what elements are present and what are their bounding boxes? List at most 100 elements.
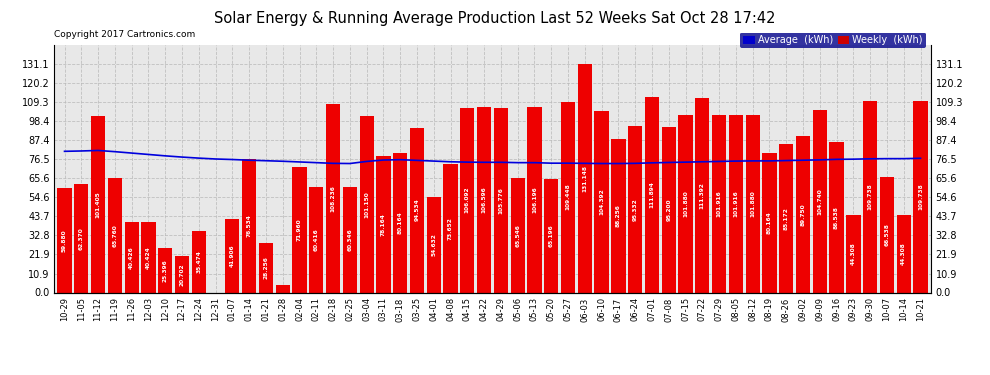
Text: 109.738: 109.738	[918, 183, 923, 210]
Text: 95.200: 95.200	[666, 198, 671, 221]
Bar	[846, 215, 860, 292]
Bar	[779, 144, 793, 292]
Text: 101.150: 101.150	[364, 191, 369, 218]
Text: 25.396: 25.396	[162, 259, 167, 282]
Bar	[661, 127, 676, 292]
Bar	[242, 159, 256, 292]
Text: 76.534: 76.534	[247, 214, 251, 237]
Text: 54.632: 54.632	[432, 234, 437, 256]
Bar	[762, 153, 776, 292]
Text: 80.164: 80.164	[767, 211, 772, 234]
Text: 104.392: 104.392	[599, 188, 604, 215]
Bar	[393, 153, 407, 292]
Bar	[343, 188, 357, 292]
Text: 88.256: 88.256	[616, 204, 621, 227]
Text: 104.740: 104.740	[818, 188, 823, 214]
Text: 40.426: 40.426	[129, 246, 135, 268]
Bar	[695, 98, 710, 292]
Text: 40.424: 40.424	[146, 246, 150, 268]
Bar	[678, 115, 693, 292]
Bar	[91, 116, 105, 292]
Bar	[813, 110, 827, 292]
Bar	[594, 111, 609, 292]
Bar	[528, 107, 542, 292]
Text: 95.332: 95.332	[633, 198, 638, 221]
Text: 101.880: 101.880	[683, 190, 688, 217]
Bar	[57, 188, 71, 292]
Bar	[628, 126, 643, 292]
Text: 108.236: 108.236	[331, 185, 336, 211]
Bar	[897, 215, 911, 292]
Bar	[142, 222, 155, 292]
Text: 109.448: 109.448	[565, 184, 570, 210]
Bar	[74, 184, 88, 292]
Text: 78.164: 78.164	[381, 213, 386, 236]
Bar	[427, 197, 441, 292]
Bar	[578, 64, 592, 292]
Bar	[125, 222, 139, 292]
Legend: Average  (kWh), Weekly  (kWh): Average (kWh), Weekly (kWh)	[741, 33, 926, 48]
Bar	[644, 98, 659, 292]
Text: 66.538: 66.538	[884, 223, 889, 246]
Text: 60.346: 60.346	[347, 228, 352, 251]
Bar	[326, 104, 341, 292]
Text: 59.880: 59.880	[62, 229, 67, 252]
Bar	[611, 139, 626, 292]
Text: 80.164: 80.164	[398, 211, 403, 234]
Text: 106.092: 106.092	[465, 187, 470, 213]
Bar	[796, 136, 810, 292]
Text: 85.172: 85.172	[784, 207, 789, 230]
Text: 105.776: 105.776	[498, 187, 504, 214]
Text: 106.596: 106.596	[481, 186, 487, 213]
Text: 101.916: 101.916	[717, 190, 722, 217]
Bar	[880, 177, 894, 292]
Text: 101.916: 101.916	[734, 190, 739, 217]
Text: 86.538: 86.538	[835, 206, 840, 228]
Bar	[410, 128, 424, 292]
Text: 60.416: 60.416	[314, 228, 319, 251]
Bar	[359, 116, 374, 292]
Bar	[175, 256, 189, 292]
Text: 65.546: 65.546	[515, 224, 520, 247]
Text: 94.534: 94.534	[415, 199, 420, 222]
Bar	[863, 101, 877, 292]
Bar	[376, 156, 391, 292]
Text: 35.474: 35.474	[196, 250, 201, 273]
Bar	[511, 178, 525, 292]
Text: 131.148: 131.148	[582, 165, 587, 192]
Bar	[158, 248, 172, 292]
Text: Solar Energy & Running Average Production Last 52 Weeks Sat Oct 28 17:42: Solar Energy & Running Average Productio…	[214, 11, 776, 26]
Text: 65.196: 65.196	[548, 224, 553, 247]
Text: 41.906: 41.906	[230, 244, 235, 267]
Bar	[444, 164, 457, 292]
Text: 73.652: 73.652	[448, 217, 453, 240]
Bar	[561, 102, 575, 292]
Text: 65.760: 65.760	[113, 224, 118, 247]
Bar	[108, 178, 122, 292]
Text: 89.750: 89.750	[801, 203, 806, 226]
Bar	[729, 115, 743, 292]
Bar	[460, 108, 474, 292]
Text: 111.392: 111.392	[700, 182, 705, 209]
Text: 109.738: 109.738	[867, 183, 872, 210]
Bar	[292, 167, 307, 292]
Text: 44.308: 44.308	[901, 243, 906, 265]
Bar	[192, 231, 206, 292]
Bar	[226, 219, 240, 292]
Text: 101.405: 101.405	[96, 191, 101, 217]
Text: Copyright 2017 Cartronics.com: Copyright 2017 Cartronics.com	[54, 30, 196, 39]
Bar	[275, 285, 290, 292]
Text: 28.256: 28.256	[263, 256, 268, 279]
Text: 101.880: 101.880	[750, 190, 755, 217]
Bar	[745, 115, 759, 292]
Bar	[712, 115, 727, 292]
Bar	[544, 179, 558, 292]
Text: 71.960: 71.960	[297, 219, 302, 241]
Bar	[830, 142, 843, 292]
Text: 20.702: 20.702	[179, 263, 184, 286]
Bar	[258, 243, 273, 292]
Text: 44.308: 44.308	[850, 243, 856, 265]
Bar	[477, 107, 491, 292]
Text: 62.370: 62.370	[79, 227, 84, 249]
Bar	[914, 101, 928, 292]
